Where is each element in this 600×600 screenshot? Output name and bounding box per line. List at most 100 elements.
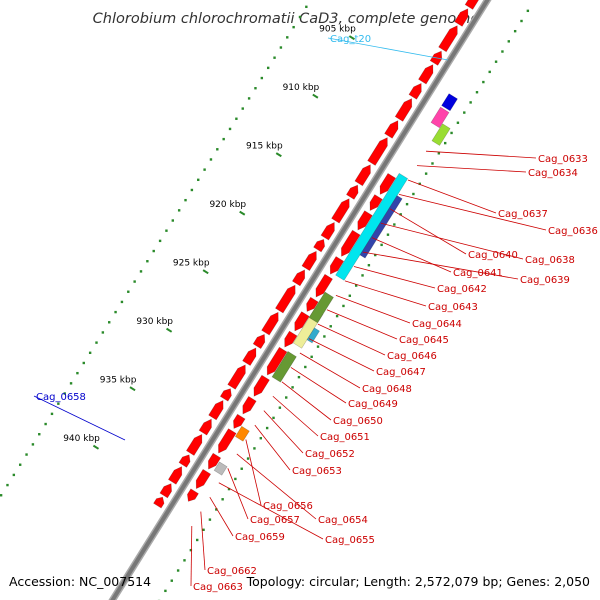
- annotation-block-shape: [308, 291, 334, 324]
- cds-reverse-shape: [341, 229, 361, 257]
- scale-tick-label: 925 kbp: [173, 259, 210, 269]
- skew-dot: [259, 437, 262, 440]
- skew-dot: [443, 141, 447, 145]
- skew-dot: [412, 192, 415, 196]
- scale-tick-label: 920 kbp: [209, 200, 246, 210]
- cds-forward-shape: [454, 8, 469, 27]
- label-leader: [416, 165, 527, 173]
- gene-label: Cag_0662: [207, 566, 257, 577]
- gc-dot: [101, 331, 105, 334]
- cds-forward-shape: [384, 120, 399, 139]
- label-leader: [200, 511, 206, 571]
- gene-label: Cag_0637: [498, 209, 548, 220]
- label-leader: [317, 323, 386, 356]
- cds-reverse: [218, 428, 237, 454]
- cds-forward: [291, 269, 306, 287]
- gene-label: Cag_0652: [305, 449, 355, 460]
- gene-label: Cag_0653: [292, 466, 342, 477]
- gene-label: Cag_0640: [468, 250, 518, 261]
- skew-dot: [361, 274, 364, 277]
- skew-dot: [240, 467, 243, 470]
- cds-forward-shape: [429, 50, 443, 66]
- gc-dot: [165, 229, 168, 232]
- skew-dot: [348, 294, 352, 297]
- cds-reverse: [266, 346, 288, 376]
- label-leader: [218, 482, 324, 540]
- cds-forward: [418, 64, 434, 85]
- cds-forward: [367, 137, 388, 166]
- gene-label: Cag_0645: [399, 335, 449, 346]
- skew-dot: [424, 172, 428, 175]
- cds-reverse: [379, 172, 397, 195]
- skew-dot: [494, 60, 498, 63]
- gc-dot: [82, 361, 85, 365]
- gc-dot: [260, 76, 264, 80]
- cds-forward-shape: [274, 284, 296, 314]
- label-leader: [236, 453, 317, 520]
- cds-forward: [167, 466, 183, 485]
- label-leader: [362, 251, 519, 280]
- skew-dot: [342, 304, 345, 308]
- cds-forward: [301, 250, 317, 271]
- cds-reverse-shape: [242, 395, 257, 415]
- gc-dot: [25, 453, 28, 456]
- cds-reverse-shape: [379, 172, 397, 195]
- skew-dot: [323, 335, 326, 338]
- gene-label: Cag_0650: [333, 416, 383, 427]
- skew-dot: [208, 518, 212, 521]
- cds-reverse: [195, 468, 212, 490]
- cds-reverse-shape: [315, 273, 333, 298]
- cds-forward: [198, 418, 212, 436]
- skew-dot: [202, 528, 205, 532]
- cds-forward-shape: [346, 184, 359, 200]
- gc-dot: [152, 249, 155, 253]
- gc-dot: [222, 137, 225, 141]
- gc-dot: [158, 239, 162, 243]
- skew-dot: [463, 111, 466, 114]
- skew-dot: [520, 19, 523, 23]
- cds-forward-shape: [185, 433, 203, 456]
- cds-forward: [384, 120, 399, 139]
- cds-reverse-shape: [187, 488, 199, 502]
- cds-forward-shape: [261, 311, 279, 336]
- skew-dot: [253, 447, 256, 450]
- label-leader: [308, 338, 375, 372]
- skew-dot: [399, 213, 402, 216]
- gene-label: Cag_0643: [428, 302, 478, 313]
- cds-forward: [354, 164, 371, 187]
- cds-reverse: [369, 194, 383, 212]
- cds-forward: [438, 25, 458, 53]
- annotation-block: [308, 291, 334, 324]
- skew-dot: [488, 70, 491, 74]
- gc-dot: [184, 198, 187, 202]
- label-leader: [33, 395, 126, 441]
- cds-reverse: [233, 413, 246, 429]
- cds-forward: [227, 364, 246, 390]
- gene-label: Cag_0656: [263, 501, 313, 512]
- cds-forward-shape: [418, 64, 434, 85]
- cds-forward-shape: [291, 269, 306, 287]
- cds-forward-shape: [313, 238, 326, 253]
- skew-dot: [227, 487, 231, 491]
- gc-dot: [146, 260, 149, 263]
- gene-label: Cag_0638: [525, 255, 575, 266]
- gc-dot: [76, 371, 79, 375]
- gc-dot: [254, 87, 257, 90]
- gc-dot: [63, 392, 66, 395]
- label-leaders: [33, 37, 547, 587]
- skew-dot: [183, 559, 186, 562]
- cds-forward-shape: [198, 418, 212, 436]
- gc-dot: [298, 15, 302, 19]
- cds-forward: [153, 496, 165, 509]
- cds-forward: [320, 221, 335, 241]
- gc-dots: [0, 5, 530, 600]
- annotation-block: [213, 461, 228, 476]
- gc-dot: [197, 178, 200, 182]
- label-leader: [380, 222, 524, 260]
- skew-dot: [482, 80, 485, 84]
- gc-dot: [235, 117, 238, 120]
- skew-dot: [221, 498, 224, 501]
- gc-dot: [286, 36, 289, 39]
- label-leader: [299, 352, 361, 389]
